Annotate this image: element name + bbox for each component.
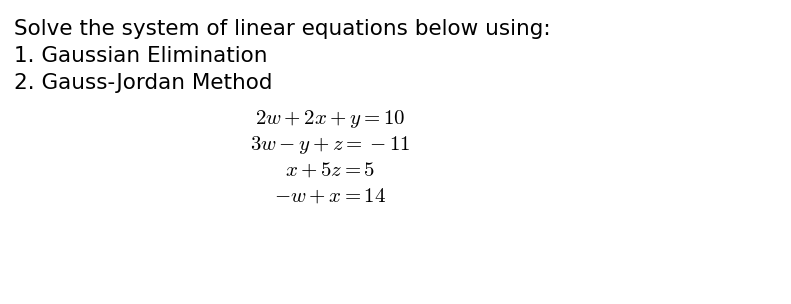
Text: $2w + 2x + y = 10$: $2w + 2x + y = 10$ — [255, 108, 405, 130]
Text: $-w + x = 14$: $-w + x = 14$ — [274, 186, 386, 206]
Text: $3w - y + z = -11$: $3w - y + z = -11$ — [250, 134, 411, 156]
Text: 1. Gaussian Elimination: 1. Gaussian Elimination — [14, 46, 267, 66]
Text: $x + 5z = 5$: $x + 5z = 5$ — [285, 160, 375, 180]
Text: 2. Gauss-Jordan Method: 2. Gauss-Jordan Method — [14, 73, 273, 93]
Text: Solve the system of linear equations below using:: Solve the system of linear equations bel… — [14, 19, 551, 39]
